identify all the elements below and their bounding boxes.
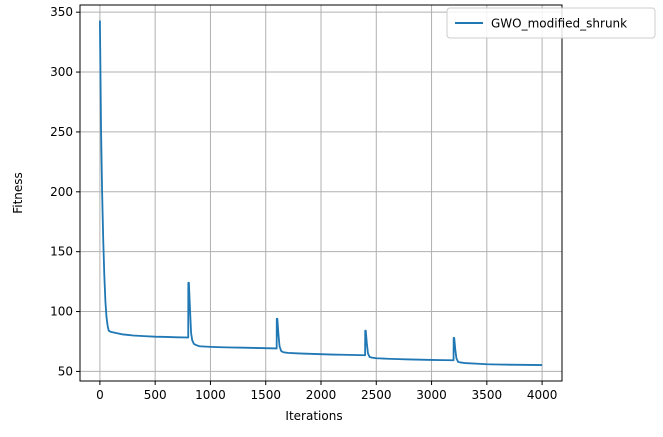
x-axis-label: Iterations xyxy=(285,409,342,423)
x-tick-label: 3500 xyxy=(472,388,503,402)
x-tick-label: 0 xyxy=(96,388,104,402)
y-tick-label: 300 xyxy=(50,65,73,79)
legend-box xyxy=(446,7,656,39)
y-tick-label: 50 xyxy=(58,364,73,378)
grid-lines xyxy=(80,5,562,381)
y-axis-ticks: 50 100 150 200 250 300 350 xyxy=(50,5,80,378)
y-tick-label: 100 xyxy=(50,305,73,319)
x-tick-label: 2500 xyxy=(361,388,392,402)
x-tick-label: 500 xyxy=(144,388,167,402)
y-axis-label: Fitness xyxy=(11,172,25,214)
x-tick-label: 1000 xyxy=(195,388,226,402)
x-tick-label: 4000 xyxy=(527,388,558,402)
y-tick-label: 250 xyxy=(50,125,73,139)
x-tick-label: 2000 xyxy=(306,388,337,402)
x-tick-label: 3000 xyxy=(416,388,447,402)
x-axis-ticks: 0 500 1000 1500 2000 2500 3000 3500 4000 xyxy=(96,381,557,402)
y-tick-label: 350 xyxy=(50,5,73,19)
x-tick-label: 1500 xyxy=(250,388,281,402)
legend: GWO_modified_shrunk xyxy=(446,7,656,39)
legend-entry-label: GWO_modified_shrunk xyxy=(491,17,627,31)
series-line-0 xyxy=(99,20,543,366)
y-tick-label: 200 xyxy=(50,185,73,199)
y-tick-label: 150 xyxy=(50,245,73,259)
series-layer xyxy=(99,20,543,366)
